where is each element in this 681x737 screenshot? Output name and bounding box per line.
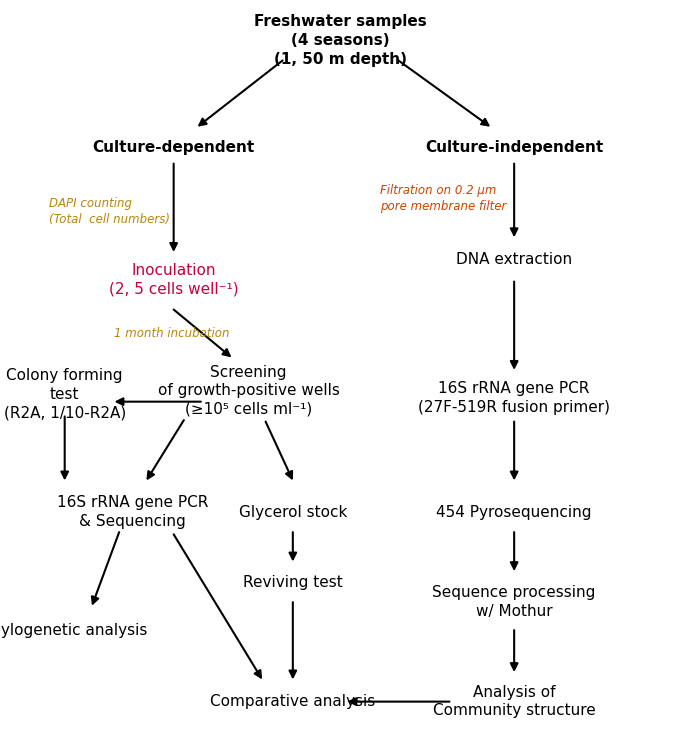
Text: Filtration on 0.2 μm
pore membrane filter: Filtration on 0.2 μm pore membrane filte… (380, 184, 507, 214)
Text: Screening
of growth-positive wells
(≥10⁵ cells ml⁻¹): Screening of growth-positive wells (≥10⁵… (157, 365, 340, 416)
Text: Phylogenetic analysis: Phylogenetic analysis (0, 623, 147, 638)
Text: Sequence processing
w/ Mothur: Sequence processing w/ Mothur (432, 585, 596, 619)
Text: Inoculation
(2, 5 cells well⁻¹): Inoculation (2, 5 cells well⁻¹) (109, 263, 238, 297)
Text: Comparative analysis: Comparative analysis (210, 694, 375, 709)
Text: Reviving test: Reviving test (243, 575, 343, 590)
Text: DAPI counting
(Total  cell numbers): DAPI counting (Total cell numbers) (49, 197, 170, 226)
Text: 454 Pyrosequencing: 454 Pyrosequencing (437, 505, 592, 520)
Text: Freshwater samples
(4 seasons)
(1, 50 m depth): Freshwater samples (4 seasons) (1, 50 m … (254, 15, 427, 66)
Text: Culture-dependent: Culture-dependent (93, 140, 255, 155)
Text: Colony forming
test
(R2A, 1/10-R2A): Colony forming test (R2A, 1/10-R2A) (3, 368, 126, 420)
Text: Analysis of
Community structure: Analysis of Community structure (433, 685, 595, 719)
Text: 16S rRNA gene PCR
& Sequencing: 16S rRNA gene PCR & Sequencing (57, 495, 208, 529)
Text: 16S rRNA gene PCR
(27F-519R fusion primer): 16S rRNA gene PCR (27F-519R fusion prime… (418, 381, 610, 415)
Text: 1 month incubation: 1 month incubation (114, 326, 230, 340)
Text: DNA extraction: DNA extraction (456, 252, 572, 267)
Text: Culture-independent: Culture-independent (425, 140, 603, 155)
Text: Glycerol stock: Glycerol stock (238, 505, 347, 520)
